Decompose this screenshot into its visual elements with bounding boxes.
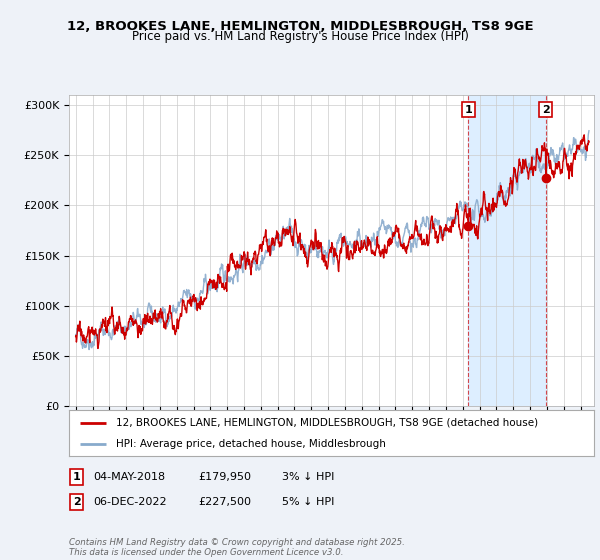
Text: 1: 1 [73,472,80,482]
Text: 2: 2 [73,497,80,507]
Text: Contains HM Land Registry data © Crown copyright and database right 2025.
This d: Contains HM Land Registry data © Crown c… [69,538,405,557]
Text: 12, BROOKES LANE, HEMLINGTON, MIDDLESBROUGH, TS8 9GE: 12, BROOKES LANE, HEMLINGTON, MIDDLESBRO… [67,20,533,32]
Text: 12, BROOKES LANE, HEMLINGTON, MIDDLESBROUGH, TS8 9GE (detached house): 12, BROOKES LANE, HEMLINGTON, MIDDLESBRO… [116,418,538,428]
Text: 5% ↓ HPI: 5% ↓ HPI [282,497,334,507]
Text: HPI: Average price, detached house, Middlesbrough: HPI: Average price, detached house, Midd… [116,439,386,449]
Text: Price paid vs. HM Land Registry's House Price Index (HPI): Price paid vs. HM Land Registry's House … [131,30,469,43]
Text: 2: 2 [542,105,550,115]
Text: 1: 1 [464,105,472,115]
Text: 04-MAY-2018: 04-MAY-2018 [93,472,165,482]
Bar [469,95,546,406]
Text: 3% ↓ HPI: 3% ↓ HPI [282,472,334,482]
Text: £179,950: £179,950 [198,472,251,482]
Text: £227,500: £227,500 [198,497,251,507]
Text: 06-DEC-2022: 06-DEC-2022 [93,497,167,507]
